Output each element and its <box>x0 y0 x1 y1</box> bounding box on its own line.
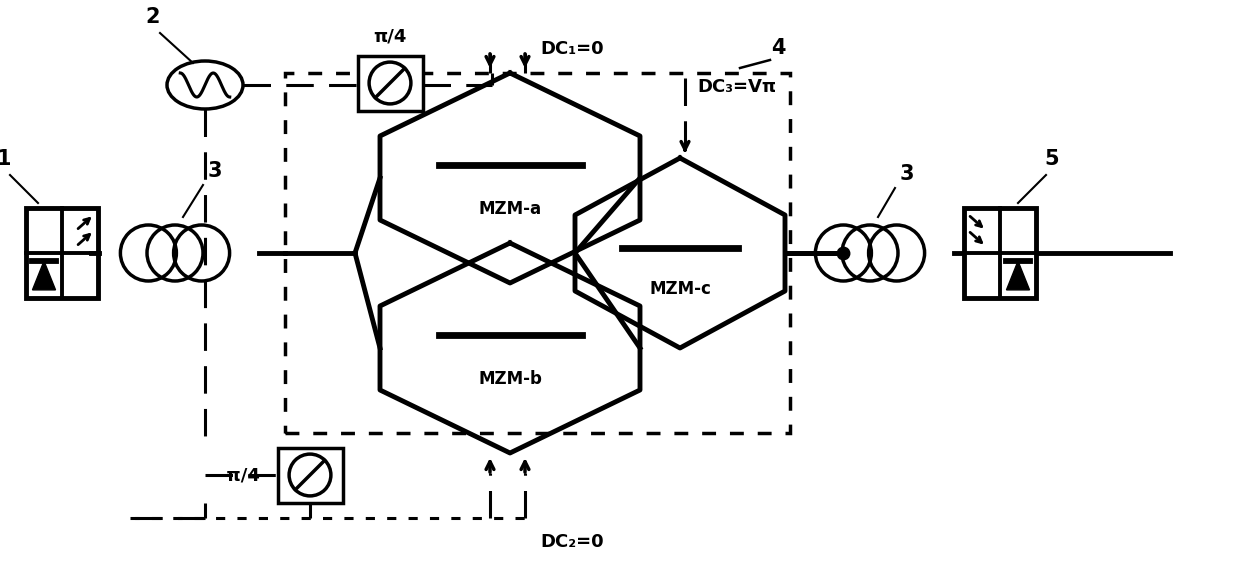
Text: 3: 3 <box>208 161 223 181</box>
Bar <box>964 208 1036 298</box>
Bar <box>358 56 422 110</box>
Polygon shape <box>1006 261 1030 290</box>
Text: MZM-b: MZM-b <box>478 370 541 388</box>
Text: DC₁=0: DC₁=0 <box>540 40 603 58</box>
Bar <box>278 448 342 503</box>
Text: MZM-a: MZM-a <box>478 200 541 218</box>
Text: 3: 3 <box>900 164 914 184</box>
Text: DC₃=Vπ: DC₃=Vπ <box>698 78 776 96</box>
Text: π/4: π/4 <box>373 28 406 46</box>
Polygon shape <box>32 261 56 290</box>
Bar <box>285 73 790 433</box>
Bar <box>26 208 98 298</box>
Text: 5: 5 <box>1044 149 1059 169</box>
Text: -π/4: -π/4 <box>219 466 260 484</box>
Text: 1: 1 <box>0 149 11 169</box>
Text: 2: 2 <box>146 7 160 27</box>
Text: DC₂=0: DC₂=0 <box>540 533 603 551</box>
Text: MZM-c: MZM-c <box>649 280 711 298</box>
Text: 4: 4 <box>771 38 786 58</box>
